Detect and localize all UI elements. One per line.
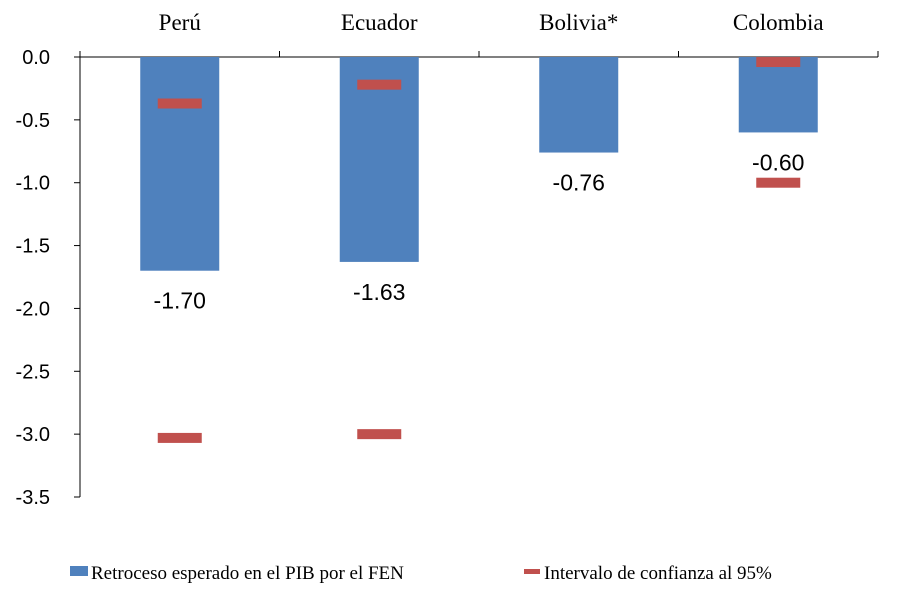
confidence-intervals <box>157 57 801 443</box>
legend-swatch-bar <box>70 566 88 576</box>
x-ticks <box>79 51 879 57</box>
y-ticks: 0.0 -0.5 -1.0 -1.5 -2.0 -2.5 -3.0 -3.5 <box>16 47 80 509</box>
bar <box>140 57 220 271</box>
y-tick-label: -0.5 <box>16 110 50 132</box>
bars <box>140 57 818 271</box>
x-axis <box>79 51 879 58</box>
y-tick-label: -2.0 <box>16 298 50 320</box>
category-labels: Perú Ecuador Bolivia* Colombia <box>159 10 824 35</box>
bar <box>339 57 419 262</box>
data-labels: -1.70 -1.63 -0.76 -0.60 <box>154 149 805 313</box>
category-label: Colombia <box>733 10 824 35</box>
legend-swatch-interval <box>524 569 540 574</box>
confidence-interval-marker <box>756 177 801 188</box>
data-label: -0.76 <box>553 170 605 196</box>
y-tick-label: 0.0 <box>22 47 50 69</box>
y-tick-label: -1.5 <box>16 236 50 258</box>
data-label: -1.63 <box>353 279 405 305</box>
y-tick-label: -3.5 <box>16 487 50 509</box>
data-label: -1.70 <box>154 288 206 314</box>
category-label: Ecuador <box>341 10 418 35</box>
confidence-interval-marker <box>357 79 402 90</box>
data-label: -0.60 <box>752 149 804 175</box>
bar <box>539 57 619 153</box>
legend-label-interval: Intervalo de confianza al 95% <box>544 563 772 584</box>
y-tick-label: -3.0 <box>16 424 50 446</box>
legend-label-bar: Retroceso esperado en el PIB por el FEN <box>91 563 404 584</box>
confidence-interval-marker <box>157 98 202 109</box>
confidence-interval-marker <box>357 429 402 440</box>
legend: Retroceso esperado en el PIB por el FEN … <box>70 563 772 584</box>
category-label: Bolivia* <box>539 10 618 35</box>
y-tick-label: -2.5 <box>16 361 50 383</box>
y-tick-label: -1.0 <box>16 173 50 195</box>
bar <box>738 57 818 133</box>
confidence-interval-marker <box>756 57 801 68</box>
y-axis: 0.0 -0.5 -1.0 -1.5 -2.0 -2.5 -3.0 -3.5 <box>16 47 81 509</box>
category-label: Perú <box>159 10 202 35</box>
confidence-interval-marker <box>157 432 202 443</box>
